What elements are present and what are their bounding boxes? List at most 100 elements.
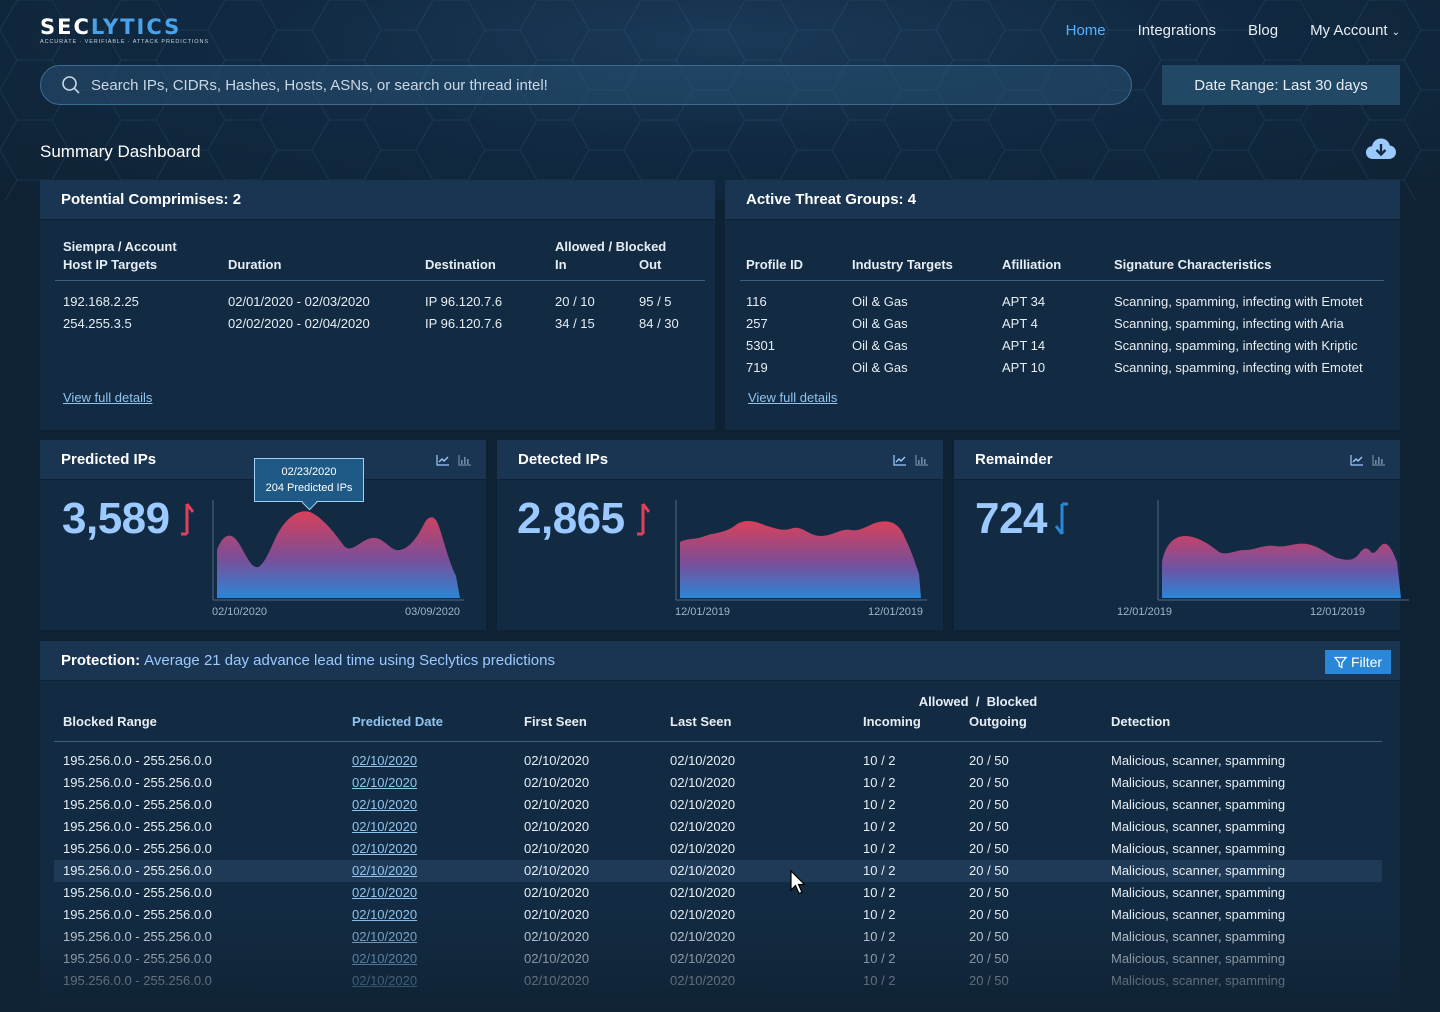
nav-my-account[interactable]: My Account ⌄ <box>1310 22 1400 39</box>
col-incoming[interactable]: Incoming <box>863 714 921 729</box>
table-row[interactable]: 195.256.0.0 - 255.256.0.0 02/10/2020 02/10… <box>54 859 1382 882</box>
cell-first-seen: 02/10/2020 <box>524 951 590 966</box>
col-blocked-range[interactable]: Blocked Range <box>63 714 157 729</box>
table-row[interactable]: 195.256.0.0 - 255.256.0.0 02/10/2020 02/10… <box>54 970 1382 992</box>
compromises-view-details-link[interactable]: View full details <box>63 390 153 405</box>
cloud-download-icon[interactable] <box>1366 138 1396 160</box>
nav-integrations[interactable]: Integrations <box>1137 22 1217 39</box>
threat-groups-view-details-link[interactable]: View full details <box>748 390 838 405</box>
col-allowed-blocked: Allowed / Blocked In Out <box>547 238 705 281</box>
cell-blocked-range: 195.256.0.0 - 255.256.0.0 <box>63 797 212 812</box>
search-bar[interactable] <box>40 65 1132 105</box>
cell-incoming: 10 / 2 <box>863 973 896 988</box>
table-row[interactable]: 195.256.0.0 - 255.256.0.0 02/10/2020 02/10… <box>54 816 1382 838</box>
cell-predicted-date[interactable]: 02/10/2020 <box>352 753 418 769</box>
table-row[interactable]: 5301 Oil & Gas APT 14 Scanning, spamming… <box>740 335 1384 357</box>
col-host-line1: Siempra / Account <box>63 239 177 254</box>
cell-industry: Oil & Gas <box>852 294 908 310</box>
cell-detection: Malicious, scanner, spamming <box>1111 819 1286 834</box>
cell-outgoing: 20 / 50 <box>969 841 1009 856</box>
line-chart-icon[interactable] <box>436 453 450 471</box>
protection-panel: Protection: Average 21 day advance lead … <box>40 641 1400 1012</box>
table-row[interactable]: 254.255.3.5 02/02/2020 - 02/04/2020 IP 9… <box>55 313 705 335</box>
cell-detection: Malicious, scanner, spamming <box>1111 797 1286 812</box>
table-row[interactable]: 195.256.0.0 - 255.256.0.0 02/10/2020 02/10… <box>54 882 1382 904</box>
protection-table-body: 195.256.0.0 - 255.256.0.0 02/10/2020 02/10… <box>54 742 1382 992</box>
cell-detection: Malicious, scanner, spamming <box>1111 841 1286 856</box>
col-detection[interactable]: Detection <box>1111 714 1171 729</box>
cell-predicted-date[interactable]: 02/10/2020 <box>352 907 418 922</box>
cell-incoming: 10 / 2 <box>863 819 896 834</box>
mouse-cursor-icon <box>790 870 806 895</box>
table-row[interactable]: 195.256.0.0 - 255.256.0.0 02/10/2020 02/10… <box>54 742 1382 772</box>
cell-last-seen: 02/10/2020 <box>670 841 736 856</box>
col-signature: Signature Characteristics <box>1114 257 1272 272</box>
cell-signature: Scanning, spamming, infecting with Emote… <box>1114 294 1363 310</box>
cell-incoming: 10 / 2 <box>863 841 896 856</box>
remainder-area-chart[interactable] <box>1157 500 1409 604</box>
cell-predicted-date[interactable]: 02/10/2020 <box>352 885 418 900</box>
cell-detection: Malicious, scanner, spamming <box>1111 775 1286 790</box>
search-input[interactable] <box>91 76 1071 94</box>
cell-first-seen: 02/10/2020 <box>524 885 590 900</box>
tooltip-date: 02/23/2020 <box>281 466 337 478</box>
detected-ips-area-chart[interactable] <box>675 500 927 604</box>
cell-predicted-date[interactable]: 02/10/2020 <box>343 859 515 882</box>
logo-tagline: ACCURATE · VERIFIABLE · ATTACK PREDICTIO… <box>40 39 209 45</box>
cell-blocked-range: 195.256.0.0 - 255.256.0.0 <box>63 841 212 856</box>
cell-outgoing: 20 / 50 <box>969 797 1009 812</box>
main-nav: Home Integrations Blog My Account ⌄ <box>1066 22 1400 39</box>
table-row[interactable]: 257 Oil & Gas APT 4 Scanning, spamming, … <box>740 313 1384 335</box>
col-outgoing[interactable]: Outgoing <box>969 714 1027 729</box>
bar-chart-icon[interactable] <box>458 453 472 471</box>
filter-button[interactable]: Filter <box>1325 650 1391 674</box>
cell-predicted-date[interactable]: 02/10/2020 <box>352 841 418 856</box>
date-range-button[interactable]: Date Range: Last 30 days <box>1162 65 1400 105</box>
bar-chart-icon[interactable] <box>915 453 929 471</box>
table-row[interactable]: 195.256.0.0 - 255.256.0.0 02/10/2020 02/10… <box>54 772 1382 794</box>
line-chart-icon[interactable] <box>893 453 907 471</box>
cell-predicted-date[interactable]: 02/10/2020 <box>352 973 418 988</box>
table-row[interactable]: 195.256.0.0 - 255.256.0.0 02/10/2020 02/10… <box>54 904 1382 926</box>
cell-blocked-range: 195.256.0.0 - 255.256.0.0 <box>63 951 212 966</box>
col-predicted-date[interactable]: Predicted Date <box>352 714 444 729</box>
trend-up-icon <box>637 503 651 536</box>
cell-predicted-date[interactable]: 02/10/2020 <box>352 775 418 790</box>
cell-first-seen: 02/10/2020 <box>515 859 661 882</box>
col-last-seen[interactable]: Last Seen <box>670 714 732 729</box>
cell-predicted-date[interactable]: 02/10/2020 <box>352 951 418 966</box>
cell-first-seen: 02/10/2020 <box>524 929 590 944</box>
col-first-seen[interactable]: First Seen <box>524 714 587 729</box>
cell-blocked-range: 195.256.0.0 - 255.256.0.0 <box>54 859 343 882</box>
search-icon <box>62 76 80 94</box>
detected-ips-title: Detected IPs <box>497 440 943 480</box>
cell-detection: Malicious, scanner, spamming <box>1111 907 1286 922</box>
nav-blog[interactable]: Blog <box>1248 22 1279 39</box>
detected-x-end: 12/01/2019 <box>868 606 924 618</box>
cell-predicted-date[interactable]: 02/10/2020 <box>352 797 418 812</box>
cell-predicted-date[interactable]: 02/10/2020 <box>352 929 418 944</box>
predicted-ips-area-chart[interactable] <box>212 500 464 604</box>
table-row[interactable]: 195.256.0.0 - 255.256.0.0 02/10/2020 02/10… <box>54 838 1382 860</box>
line-chart-icon[interactable] <box>1350 453 1364 471</box>
cell-outgoing: 20 / 50 <box>969 753 1009 769</box>
table-row[interactable]: 195.256.0.0 - 255.256.0.0 02/10/2020 02/10… <box>54 794 1382 816</box>
nav-home[interactable]: Home <box>1065 22 1106 39</box>
predicted-ips-card: Predicted IPs 3,589 02/10/2020 03/09/202… <box>40 440 486 630</box>
cell-incoming: 10 / 2 <box>863 797 896 812</box>
cell-profile: 116 <box>746 294 767 310</box>
table-row[interactable]: 719 Oil & Gas APT 10 Scanning, spamming,… <box>740 357 1384 379</box>
bar-chart-icon[interactable] <box>1372 453 1386 471</box>
cell-incoming: 10 / 2 <box>863 929 896 944</box>
table-row[interactable]: 116 Oil & Gas APT 34 Scanning, spamming,… <box>740 281 1384 313</box>
cell-affiliation: APT 14 <box>1002 338 1046 353</box>
table-row[interactable]: 195.256.0.0 - 255.256.0.0 02/10/2020 02/10… <box>54 926 1382 948</box>
cell-last-seen: 02/10/2020 <box>670 753 736 769</box>
table-row[interactable]: 195.256.0.0 - 255.256.0.0 02/10/2020 02/10… <box>54 948 1382 970</box>
cell-outgoing: 20 / 50 <box>969 819 1009 834</box>
cell-predicted-date[interactable]: 02/10/2020 <box>352 819 418 834</box>
logo[interactable]: SECLYTICS ACCURATE · VERIFIABLE · ATTACK… <box>40 16 209 45</box>
cell-incoming: 10 / 2 <box>854 859 960 882</box>
table-row[interactable]: 192.168.2.25 02/01/2020 - 02/03/2020 IP … <box>55 281 705 313</box>
cell-outgoing: 20 / 50 <box>969 775 1009 790</box>
